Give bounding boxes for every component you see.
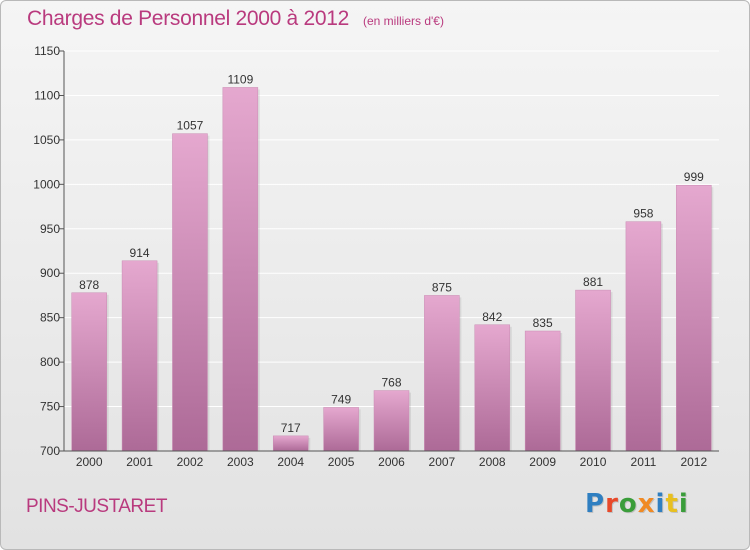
bar-2003 [222,87,259,452]
bar-2004 [272,435,309,452]
x-tick-label: 2006 [378,455,405,469]
bar-2001 [121,260,158,452]
data-label: 768 [381,376,401,390]
data-label: 842 [482,310,502,324]
y-tick-label: 800 [40,355,60,369]
x-tick-label: 2008 [479,455,506,469]
logo-letter: i [678,489,689,519]
data-labels: 878 914 1057 1109 717 749 768 875 842 835 881 958 99… [79,72,704,434]
y-tick-label: 1150 [34,44,60,58]
chart-subtitle: (en milliers d'€) [362,14,444,28]
axes: 700 750 800 850 900 950 1000 1050 1100 1150 2000 20… [33,44,719,469]
data-label: 914 [130,246,150,260]
x-tick-label: 2002 [177,455,204,469]
bar-2012 [676,184,712,452]
data-label: 881 [583,275,603,289]
data-label: 999 [684,170,704,184]
bar-2006 [373,390,410,452]
y-tick-label: 1000 [33,177,60,191]
x-tick-label: 2010 [580,455,607,469]
logo-letter: r [605,489,619,519]
bar-2009 [524,330,561,452]
logo-letter: o [618,489,638,519]
x-tick-label: 2011 [631,455,657,469]
y-tick-label: 900 [40,266,60,280]
data-label: 717 [281,421,301,435]
x-tick-label: 2000 [76,455,103,469]
data-label: 958 [633,207,653,221]
data-label: 875 [432,280,452,294]
place-name: PINS-JUSTARET [26,496,167,517]
logo-letter: t [665,489,679,519]
logo-letter: P [585,489,606,519]
data-label: 749 [331,392,351,406]
y-tick-label: 950 [40,222,60,236]
x-tick-label: 2007 [429,455,456,469]
proxiti-logo: Proxiti [585,489,689,519]
bar-2010 [575,289,611,452]
x-tick-label: 2003 [227,455,254,469]
bar-2005 [323,407,359,452]
y-tick-label: 750 [40,400,60,414]
y-tick-label: 1100 [34,88,60,102]
x-tick-label: 2001 [126,455,153,469]
data-label: 835 [533,316,553,330]
bar-2011 [625,221,662,452]
logo-letter: i [655,489,666,519]
chart-title: Charges de Personnel 2000 à 2012 [27,7,349,30]
data-label: 1057 [177,119,204,133]
bar-2002 [172,133,208,452]
title-row: Charges de Personnel 2000 à 2012 (en mill… [27,7,444,31]
x-tick-label: 2005 [328,455,355,469]
bar-2008 [474,324,511,452]
x-tick-label: 2004 [277,455,304,469]
x-tick-label: 2009 [529,455,556,469]
bars [71,87,714,452]
y-tick-label: 700 [40,444,60,458]
y-tick-label: 850 [40,311,60,325]
y-tick-label: 1050 [33,133,60,147]
bar-2007 [424,295,460,452]
data-label: 878 [79,278,99,292]
bar-2000 [71,292,107,452]
x-tick-label: 2012 [680,455,707,469]
logo-letter: x [637,489,656,519]
data-label: 1109 [227,72,253,86]
